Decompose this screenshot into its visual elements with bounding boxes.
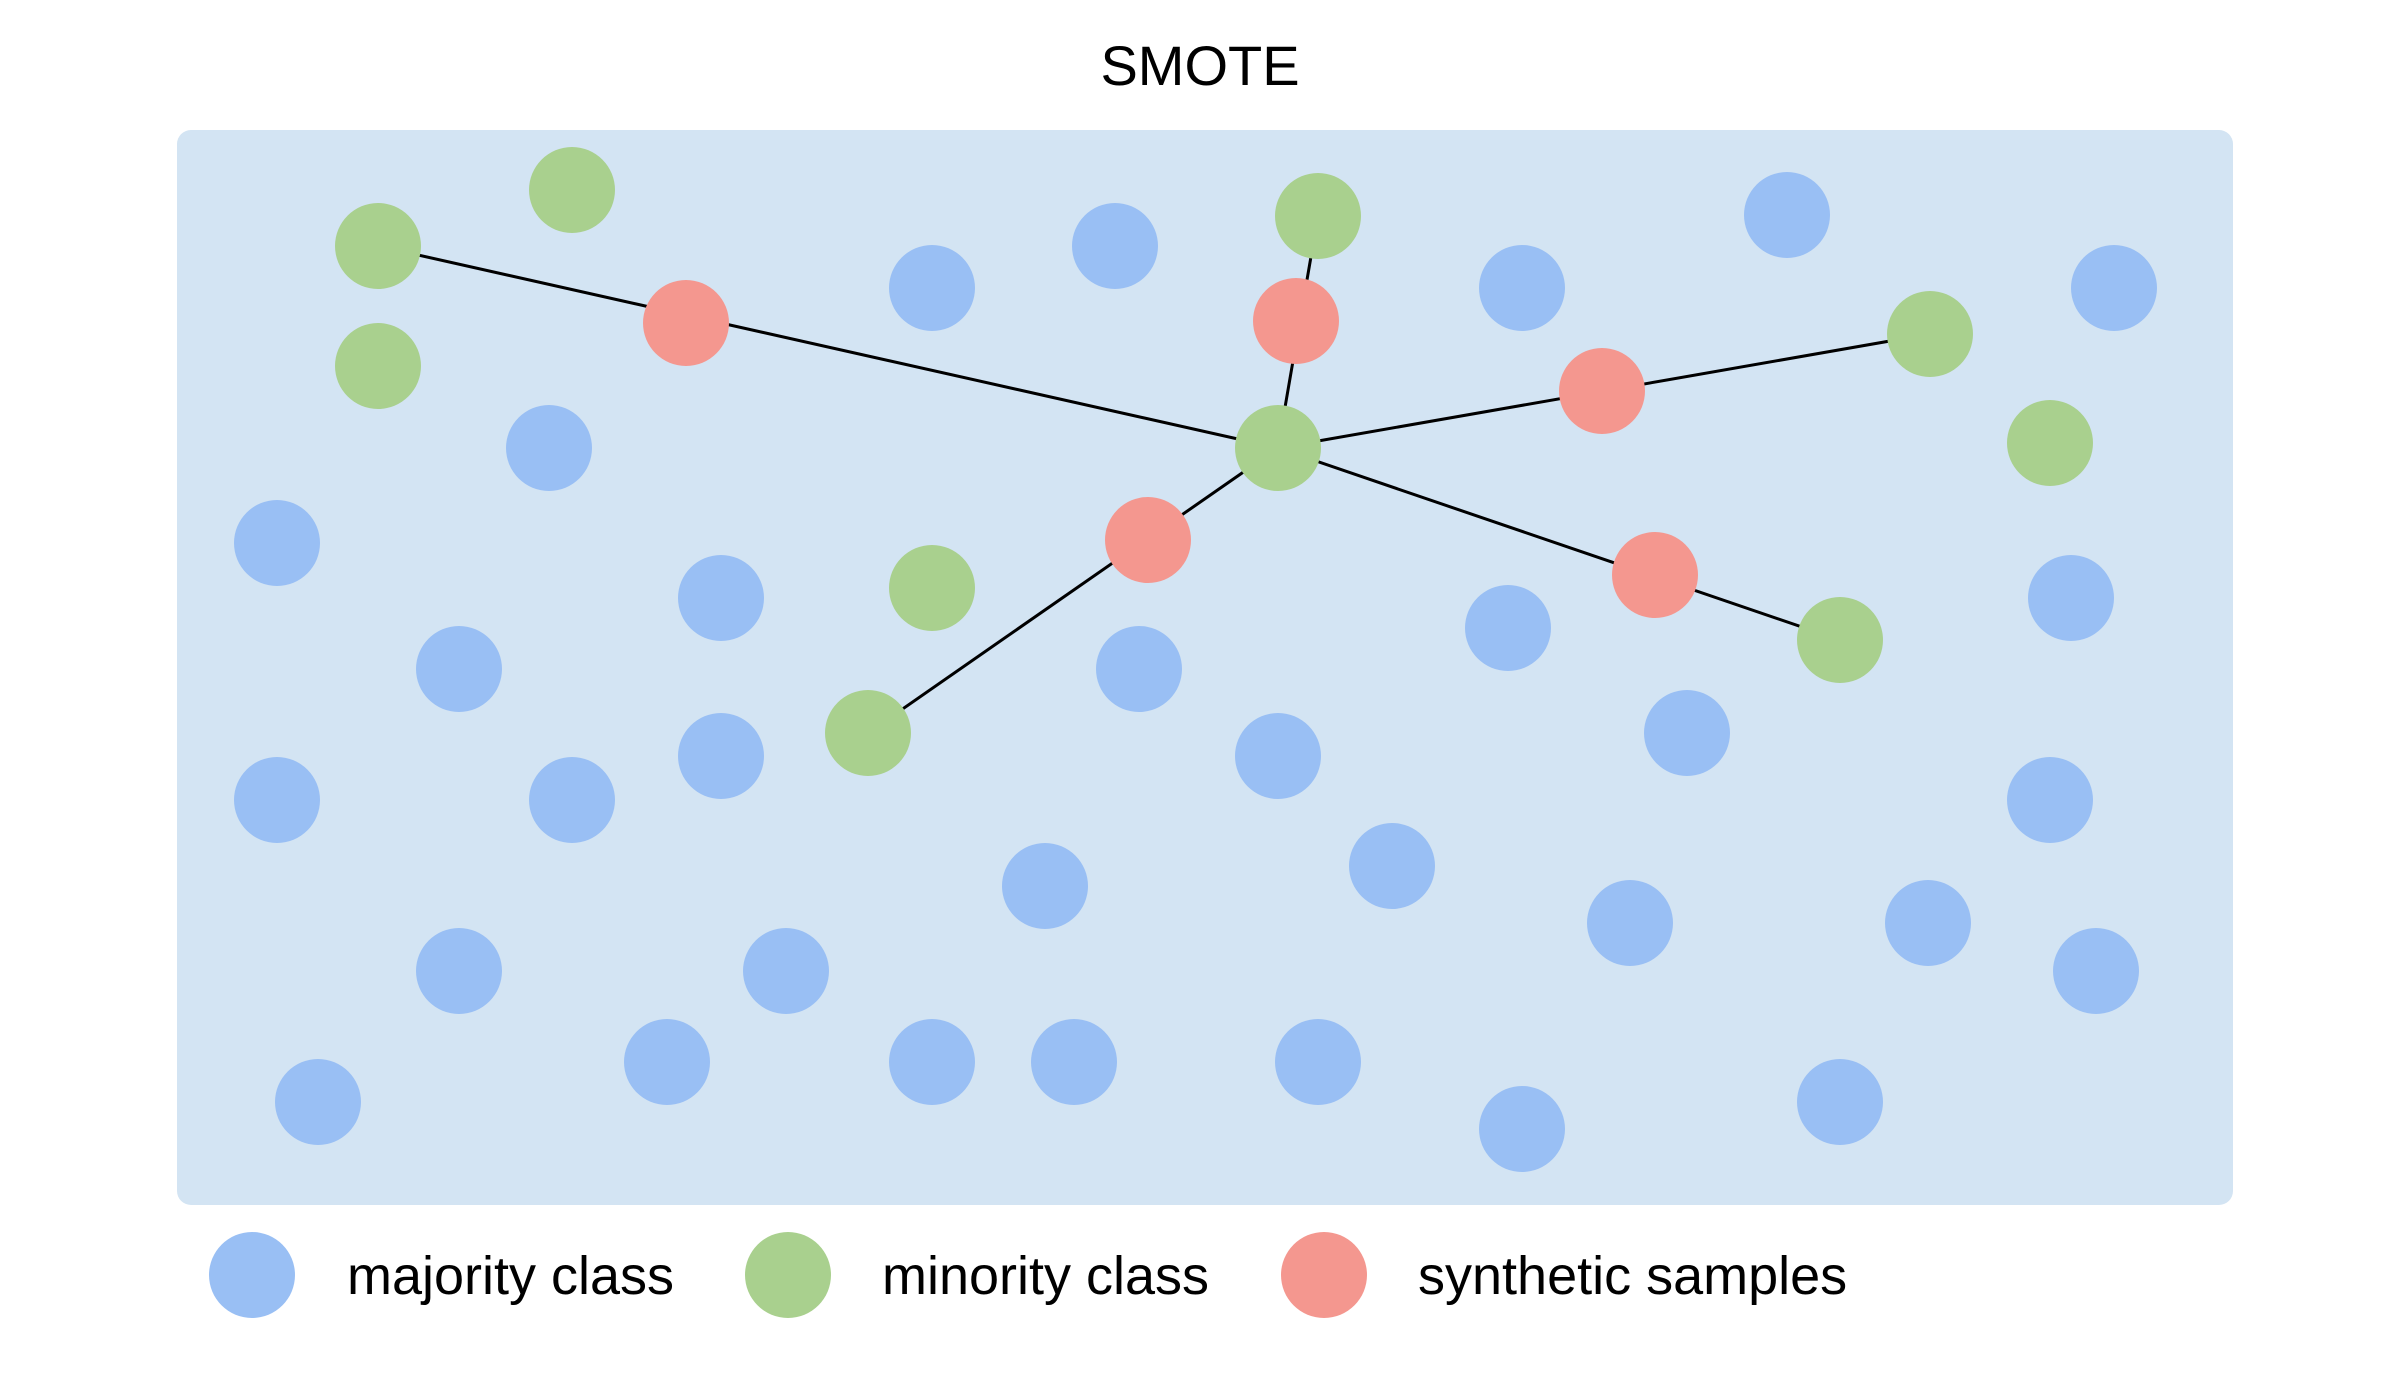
synthetic-sample (1253, 278, 1339, 364)
synthetic-sample (1105, 497, 1191, 583)
majority-sample (889, 245, 975, 331)
majority-sample (234, 500, 320, 586)
neighbor-line (377, 244, 1279, 450)
diagram-title: SMOTE (1100, 34, 1299, 97)
majority-sample (1096, 626, 1182, 712)
majority-sample (1235, 713, 1321, 799)
majority-sample (1479, 245, 1565, 331)
majority-sample (529, 757, 615, 843)
minority-sample (335, 203, 421, 289)
majority-sample (416, 928, 502, 1014)
majority-sample (1479, 1086, 1565, 1172)
neighbor-line (1277, 446, 1841, 642)
minority-sample (1275, 173, 1361, 259)
majority-sample (506, 405, 592, 491)
synthetic-sample (643, 280, 729, 366)
majority-sample (2028, 555, 2114, 641)
majority-samples (234, 172, 2157, 1172)
majority-sample (1349, 823, 1435, 909)
minority-sample (1797, 597, 1883, 683)
legend: majority class minority class synthetic … (209, 1232, 1847, 1318)
minority-sample (1887, 291, 1973, 377)
legend-majority-label: majority class (347, 1246, 674, 1306)
majority-sample (234, 757, 320, 843)
legend-item-synthetic: synthetic samples (1281, 1232, 1847, 1318)
legend-synthetic-swatch (1281, 1232, 1367, 1318)
legend-item-majority: majority class (209, 1232, 674, 1318)
legend-minority-label: minority class (882, 1246, 1209, 1306)
minority-sample-center (1235, 405, 1321, 491)
neighbor-line (867, 446, 1279, 735)
minority-sample (529, 147, 615, 233)
minority-sample (335, 323, 421, 409)
majority-sample (624, 1019, 710, 1105)
majority-sample (2053, 928, 2139, 1014)
minority-sample (889, 545, 975, 631)
majority-sample (889, 1019, 975, 1105)
minority-samples (335, 147, 2093, 776)
majority-sample (1465, 585, 1551, 671)
majority-sample (1744, 172, 1830, 258)
majority-sample (416, 626, 502, 712)
majority-sample (2071, 245, 2157, 331)
majority-sample (678, 713, 764, 799)
minority-sample (825, 690, 911, 776)
sample-space-panel (177, 130, 2233, 1205)
minority-sample (2007, 400, 2093, 486)
majority-sample (1797, 1059, 1883, 1145)
legend-item-minority: minority class (745, 1232, 1209, 1318)
legend-minority-swatch (745, 1232, 831, 1318)
majority-sample (2007, 757, 2093, 843)
majority-sample (678, 555, 764, 641)
majority-sample (1002, 843, 1088, 929)
synthetic-sample (1612, 532, 1698, 618)
legend-synthetic-label: synthetic samples (1418, 1246, 1847, 1306)
majority-sample (1885, 880, 1971, 966)
synthetic-samples (643, 278, 1698, 618)
majority-sample (1031, 1019, 1117, 1105)
majority-sample (1072, 203, 1158, 289)
legend-majority-swatch (209, 1232, 295, 1318)
majority-sample (275, 1059, 361, 1145)
majority-sample (1644, 690, 1730, 776)
majority-sample (1587, 880, 1673, 966)
majority-sample (743, 928, 829, 1014)
synthetic-sample (1559, 348, 1645, 434)
majority-sample (1275, 1019, 1361, 1105)
